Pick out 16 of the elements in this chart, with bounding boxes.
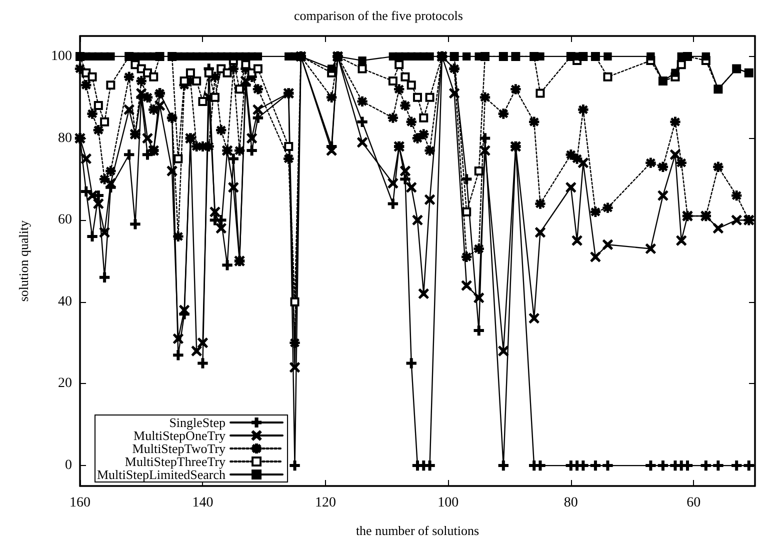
y-axis-title: solution quality xyxy=(16,220,31,302)
x-tick-label: 80 xyxy=(564,496,578,510)
x-tick-label: 160 xyxy=(70,496,90,510)
legend-label: SingleStep xyxy=(169,415,226,430)
y-tick-label: 20 xyxy=(58,376,72,392)
x-axis-title: the number of solutions xyxy=(356,523,480,538)
y-tick-label: 40 xyxy=(58,294,72,310)
x-tick-label: 120 xyxy=(314,496,336,510)
y-tick-label: 60 xyxy=(58,212,72,228)
x-tick-label: 100 xyxy=(438,496,459,510)
x-tick-label: 140 xyxy=(192,496,214,510)
x-tick-label: 60 xyxy=(686,496,701,510)
y-tick-label: 0 xyxy=(65,458,72,474)
y-tick-label: 80 xyxy=(58,130,72,146)
chart-title: comparison of the five protocols xyxy=(294,8,463,23)
y-tick-label: 100 xyxy=(51,48,72,64)
